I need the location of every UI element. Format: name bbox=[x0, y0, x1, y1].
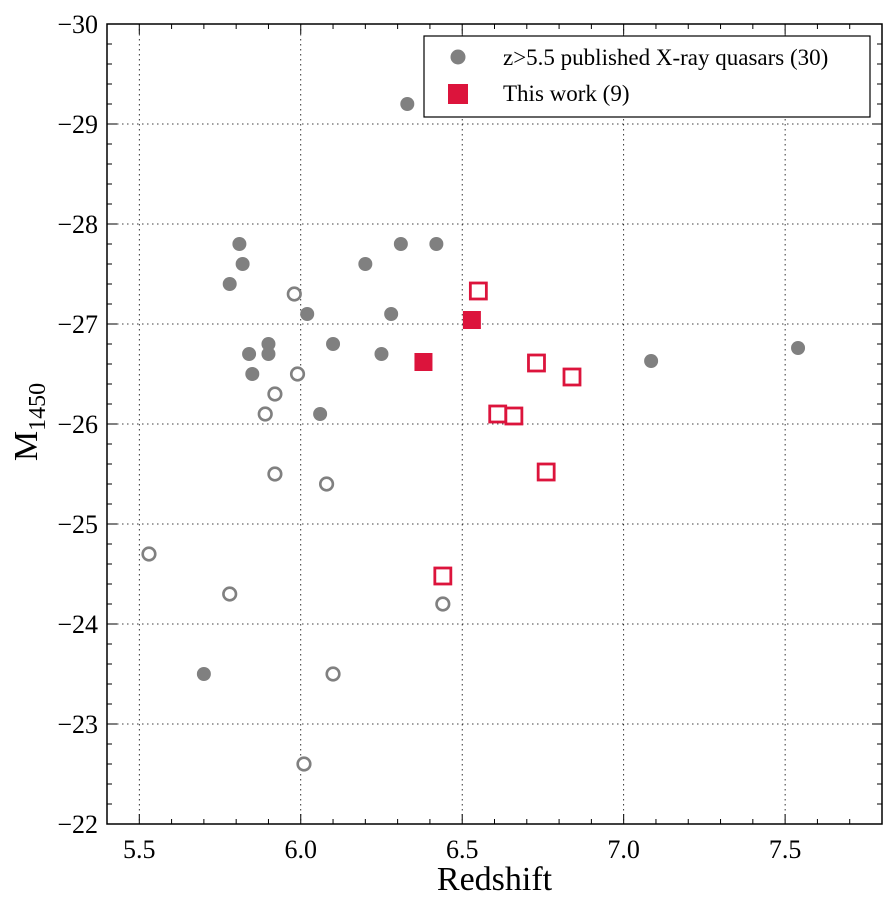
published-quasar-point-filled bbox=[222, 277, 237, 291]
published-quasar-point-filled bbox=[261, 347, 276, 361]
published-quasar-point-filled bbox=[791, 341, 806, 355]
data-points bbox=[141, 97, 806, 772]
legend-label-published: z>5.5 published X-ray quasars (30) bbox=[503, 45, 828, 70]
legend-marker-square bbox=[448, 84, 468, 104]
x-tick-label: 7.0 bbox=[607, 835, 640, 864]
published-quasar-point-open bbox=[435, 596, 451, 612]
x-tick-label: 6.5 bbox=[446, 835, 479, 864]
this-work-point-filled bbox=[414, 353, 433, 371]
x-tick-label: 6.0 bbox=[285, 835, 318, 864]
legend-label-this-work: This work (9) bbox=[503, 81, 629, 106]
published-quasar-point-open bbox=[286, 286, 302, 302]
published-quasar-point-open bbox=[325, 666, 341, 682]
this-work-point-open bbox=[527, 353, 546, 373]
published-quasar-point-filled bbox=[313, 407, 328, 421]
legend-marker-circle bbox=[450, 49, 466, 65]
published-quasar-point-filled bbox=[374, 347, 389, 361]
this-work-point-open bbox=[468, 281, 488, 301]
published-quasar-point-filled bbox=[196, 667, 211, 681]
published-quasar-point-open bbox=[257, 406, 273, 422]
y-tick-label: −23 bbox=[57, 710, 98, 739]
this-work-point-open bbox=[536, 462, 556, 482]
published-quasar-point-filled bbox=[384, 307, 399, 321]
published-quasar-point-open bbox=[318, 476, 335, 492]
y-tick-label: −22 bbox=[57, 810, 98, 839]
published-quasar-point-open bbox=[267, 466, 283, 482]
published-quasar-point-open bbox=[267, 386, 283, 402]
published-quasar-point-filled bbox=[400, 97, 415, 111]
x-tick-label: 5.5 bbox=[123, 835, 156, 864]
this-work-point-open bbox=[562, 367, 582, 387]
x-tick-label: 7.5 bbox=[769, 835, 802, 864]
legend-box bbox=[423, 35, 871, 118]
published-quasar-point-filled bbox=[429, 237, 444, 251]
y-tick-label: −25 bbox=[57, 510, 98, 539]
y-tick-label: −30 bbox=[57, 10, 98, 39]
published-quasar-point-open bbox=[222, 586, 238, 602]
published-quasar-point-open bbox=[296, 756, 312, 772]
this-work-point-filled bbox=[462, 311, 481, 329]
y-tick-label: −24 bbox=[57, 610, 98, 639]
this-work-point-open bbox=[433, 566, 453, 586]
published-quasar-point-filled bbox=[300, 307, 315, 321]
y-tick-label: −26 bbox=[57, 410, 98, 439]
published-quasar-point-filled bbox=[232, 237, 247, 251]
x-axis-label: Redshift bbox=[437, 861, 553, 898]
published-quasar-point-filled bbox=[358, 257, 373, 271]
this-work-point-open bbox=[504, 406, 524, 426]
published-quasar-point-filled bbox=[644, 354, 659, 368]
published-quasar-point-open bbox=[141, 546, 157, 562]
this-work-point-open bbox=[488, 404, 508, 424]
published-quasar-point-filled bbox=[261, 337, 276, 351]
published-quasar-point-filled bbox=[326, 337, 341, 351]
published-quasar-point-filled bbox=[242, 347, 257, 361]
published-quasar-point-filled bbox=[393, 237, 408, 251]
y-tick-label: −28 bbox=[57, 210, 98, 239]
y-axis-label: M1450 bbox=[8, 383, 51, 461]
y-tick-label: −27 bbox=[57, 310, 98, 339]
axis-ticks: 5.5 6.0 6.5 7.0 7.5 −22 −23 −24 −25 −26 −27 −28 −29 −… bbox=[57, 10, 883, 864]
y-tick-label: −29 bbox=[57, 110, 98, 139]
published-quasar-point-open bbox=[289, 366, 306, 382]
legend: z>5.5 published X-ray quasars (30) This … bbox=[423, 35, 871, 118]
published-quasar-point-filled bbox=[235, 257, 250, 271]
published-quasar-point-filled bbox=[245, 367, 260, 381]
grid bbox=[107, 23, 882, 825]
